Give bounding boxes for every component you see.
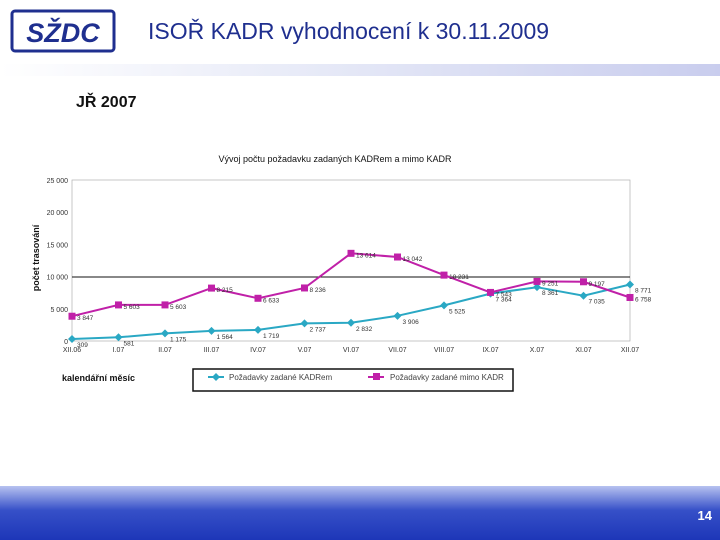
x-tick-label: II.07: [158, 347, 172, 354]
slide-header: SŽDC ISOŘ KADR vyhodnocení k 30.11.2009: [0, 0, 720, 64]
x-tick-label: XII.06: [63, 347, 81, 354]
header-band: [0, 64, 720, 76]
x-tick-label: VIII.07: [434, 347, 454, 354]
slide-title: ISOŘ KADR vyhodnocení k 30.11.2009: [148, 18, 550, 44]
x-tick-label: XII.07: [621, 347, 639, 354]
series-2-point: [68, 312, 76, 320]
x-axis-label: kalendářní měsíc: [62, 373, 135, 383]
logo-text: SŽDC: [26, 17, 100, 48]
x-tick-label: IX.07: [482, 347, 498, 354]
series-1-point: [347, 318, 355, 327]
x-tick-label: I.07: [113, 347, 125, 354]
series-1-point: [300, 319, 309, 328]
series-2-point: [487, 288, 494, 296]
series-1-point: [207, 326, 216, 335]
chart-area: [30, 147, 516, 395]
series-1-data-label: 1 175: [170, 336, 187, 343]
series-2-data-label: 8 236: [310, 287, 327, 294]
szdc-logo: SŽDC: [10, 9, 116, 53]
legend-label-2: Požadavky zadané mimo KADR: [390, 373, 504, 382]
legend-item-1: Požadavky zadané KADRem: [208, 373, 333, 382]
chart-title: Vývoj počtu požadavku zadaných KADRem a …: [218, 154, 452, 164]
series-1-data-label: 7 364: [496, 297, 513, 304]
series-1-data-label: 5 525: [449, 308, 466, 315]
series-2-data-label: 10 231: [449, 274, 469, 281]
legend-label-1: Požadavky zadané KADRem: [229, 373, 333, 382]
series-2-point: [301, 284, 308, 292]
series-2-data-label: 13 614: [356, 252, 376, 259]
series-2-point: [580, 278, 587, 286]
series-1-data-label: 3 906: [403, 319, 420, 326]
series-2-data-label: 8 215: [217, 287, 234, 294]
x-tick-label: XI.07: [575, 347, 591, 354]
legend-marker-2: [373, 373, 380, 380]
series-2-point: [115, 301, 122, 309]
series-1-data-label: 2 737: [310, 326, 327, 333]
y-tick-label: 20 000: [47, 210, 69, 217]
x-tick-label: V.07: [298, 347, 312, 354]
series-1-data-label: 8 771: [635, 288, 652, 295]
page-number: 14: [697, 508, 712, 523]
series-2-point: [440, 271, 448, 279]
series-2-point: [161, 301, 169, 309]
series-2-data-label: 7 543: [496, 291, 513, 298]
series-1-point: [254, 325, 262, 334]
slide-footer: [0, 486, 720, 540]
plot-frame: [71, 179, 631, 342]
series-2-data-label: 5 603: [124, 304, 141, 311]
series-1-point: [68, 335, 76, 344]
x-tick-label: III.07: [204, 347, 220, 354]
series-1-point: [579, 291, 588, 300]
series-2-data-label: 6 758: [635, 296, 652, 303]
series-1-point: [626, 280, 634, 289]
series-1-point: [533, 283, 541, 292]
series-2-point: [394, 253, 401, 261]
series-2-point: [347, 249, 355, 257]
x-tick-label: VI.07: [343, 347, 359, 354]
series-1-point: [393, 311, 402, 320]
series-2-data-label: 5 603: [170, 304, 187, 311]
y-tick-label: 5 000: [50, 307, 68, 314]
x-tick-label: VII.07: [388, 347, 406, 354]
series-2-data-label: 13 042: [403, 256, 423, 263]
y-tick-label: 0: [64, 339, 68, 346]
series-2-point: [626, 293, 634, 301]
y-tick-label: 15 000: [47, 242, 69, 249]
series-2-data-label: 6 633: [263, 297, 280, 304]
series-2-data-label: 9 251: [542, 280, 559, 287]
series-1-point: [440, 301, 448, 310]
y-axis-label: počet trasování: [31, 224, 41, 291]
series-1-data-label: 1 719: [263, 333, 280, 340]
legend-box: [192, 368, 514, 392]
series-2-point: [254, 294, 262, 302]
series-2-point: [533, 277, 541, 285]
series-2-point: [208, 284, 215, 292]
series-1-data-label: 581: [124, 340, 135, 347]
series-2-data-label: 9 197: [589, 281, 606, 288]
series-1-data-label: 2 832: [356, 326, 373, 333]
series-1-data-label: 309: [77, 342, 88, 349]
series-1-point: [114, 333, 123, 342]
series-1-data-label: 8 361: [542, 290, 559, 297]
y-tick-label: 10 000: [47, 275, 69, 282]
series-1-data-label: 7 035: [589, 299, 606, 306]
x-tick-label: IV.07: [250, 347, 266, 354]
x-tick-label: X.07: [530, 347, 545, 354]
series-1-data-label: 1 564: [217, 334, 234, 341]
y-tick-label: 25 000: [47, 178, 69, 185]
legend-marker-1: [212, 373, 220, 381]
series-2-data-label: 3 847: [77, 315, 94, 322]
legend-item-2: Požadavky zadané mimo KADR: [368, 373, 504, 382]
series-1-point: [161, 329, 169, 338]
slide-subtitle: JŘ 2007: [76, 94, 137, 111]
